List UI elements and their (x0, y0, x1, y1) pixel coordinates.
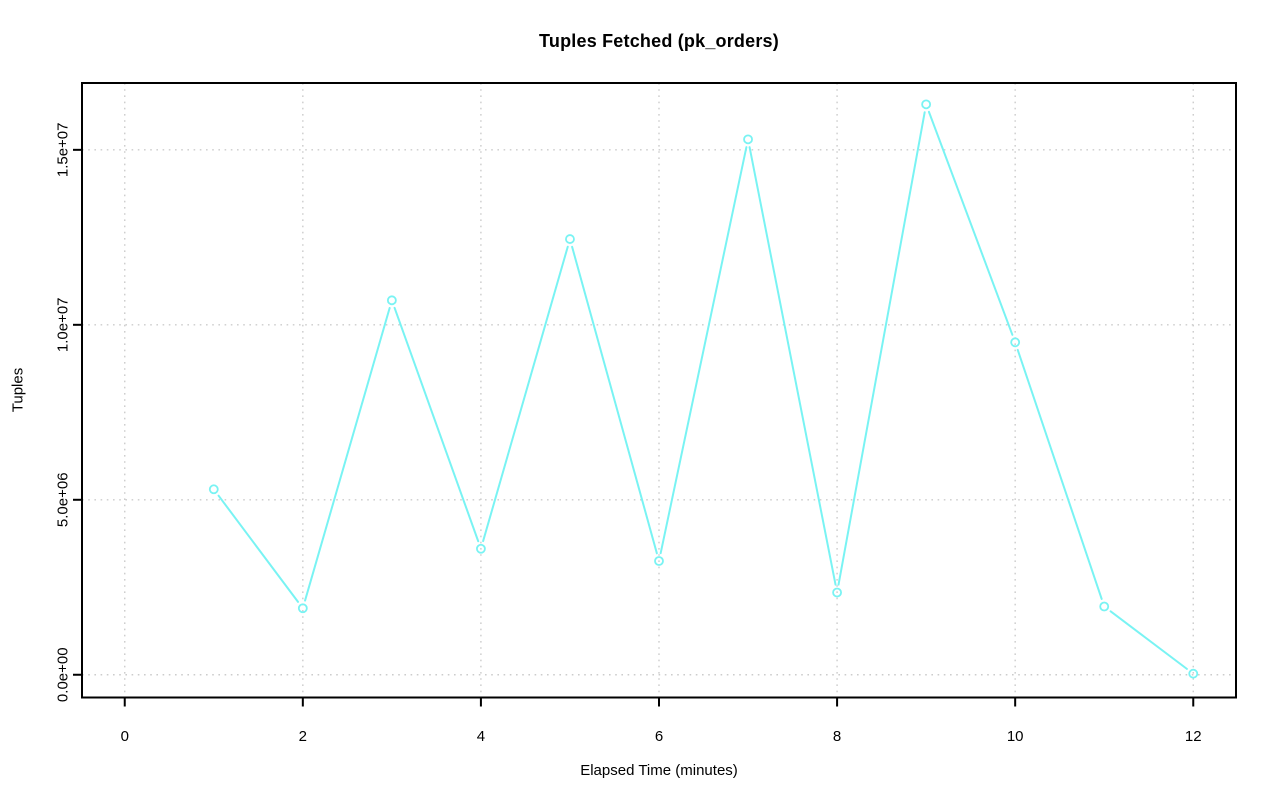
x-tick-label: 12 (1185, 728, 1202, 745)
series-line-segment (927, 110, 1014, 336)
data-point-marker (743, 134, 753, 145)
series-line-segment (571, 245, 658, 555)
data-point-marker (654, 556, 664, 566)
plot-border (81, 82, 1237, 699)
data-point-marker (1188, 668, 1199, 679)
series-line-segment (748, 146, 837, 586)
data-point-marker (208, 484, 219, 495)
y-tick-label: 1.0e+07 (54, 297, 71, 352)
x-tick-label: 0 (121, 728, 129, 745)
data-point-marker (476, 543, 486, 554)
x-tick-label: 2 (299, 728, 307, 745)
series-line-segment (217, 494, 300, 603)
series-line-segment (482, 245, 569, 543)
x-tick-label: 6 (655, 728, 663, 745)
series-line-segment (393, 306, 480, 543)
x-tick-label: 10 (1007, 728, 1024, 745)
series-line-segment (659, 146, 748, 555)
y-tick-label: 5.0e+06 (54, 472, 71, 527)
data-point-marker (921, 99, 932, 110)
chart-title: Tuples Fetched (pk_orders) (539, 31, 779, 51)
series-line-segment (837, 111, 926, 586)
data-point-marker (1010, 337, 1021, 348)
x-axis-label: Elapsed Time (minutes) (580, 762, 738, 779)
data-point-marker (832, 587, 842, 598)
x-tick-label: 4 (477, 728, 485, 745)
data-point-marker (386, 295, 397, 306)
data-point-marker (297, 603, 308, 614)
y-tick-label: 1.5e+07 (54, 123, 71, 178)
series-line-segment (1109, 610, 1188, 670)
series-line-segment (1016, 348, 1103, 600)
x-tick-label: 8 (833, 728, 841, 745)
y-tick-label: 0.0e+00 (54, 647, 71, 702)
series-line-segment (304, 306, 391, 602)
data-point-marker (1099, 601, 1110, 612)
data-point-marker (565, 234, 575, 244)
